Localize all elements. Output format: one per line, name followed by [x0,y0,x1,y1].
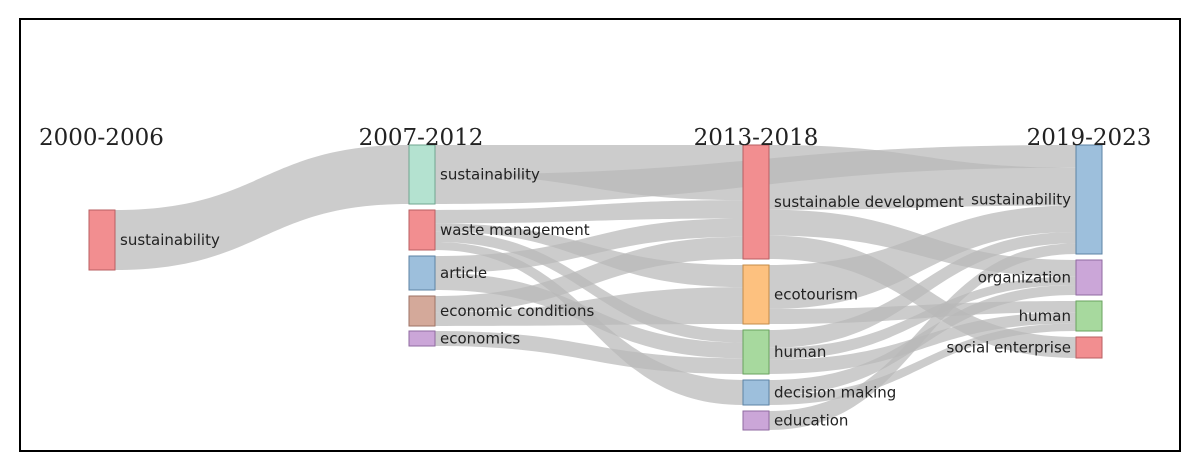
node-label-p4_human: human [1019,307,1071,325]
node-label-p3_human: human [774,343,826,361]
node-label-p2_econ: economics [440,330,520,348]
node-p2_econ[interactable] [408,330,436,347]
node-p2_econcond[interactable] [408,295,436,327]
flow-link-p3_dm-to-p4_human[interactable] [769,323,1076,406]
flow-link-p2_econ-to-p3_human[interactable] [435,331,743,374]
node-label-p2_waste: waste management [440,221,590,239]
node-p4_se[interactable] [1075,336,1103,359]
flow-link-p2_econcond-to-p3_eco[interactable] [435,287,743,326]
flow-link-p3_eco-to-p4_sust[interactable] [769,205,1076,309]
node-p1_sust[interactable] [88,209,116,271]
node-p3_edu[interactable] [742,410,770,431]
node-p3_human[interactable] [742,329,770,375]
node-label-p3_sd: sustainable development [774,193,964,211]
flow-link-p3_sd-to-p4_sust[interactable] [769,145,1076,210]
flow-link-p3_human-to-p4_org[interactable] [769,276,1076,360]
flow-link-p3_edu-to-p4_sust[interactable] [769,243,1076,430]
node-p2_waste[interactable] [408,209,436,251]
flow-link-p1_sust-to-p2_sust[interactable] [115,145,409,270]
node-label-p4_sust: sustainability [971,191,1071,209]
links-layer [115,145,1076,430]
node-p4_org[interactable] [1075,259,1103,296]
labels-layer: sustainability sustainability waste manage… [120,166,1071,430]
figure-frame: sustainability sustainability waste manage… [19,18,1181,452]
node-label-p3_eco: ecotourism [774,286,858,304]
flow-link-p2_waste-to-p3_sd[interactable] [435,200,743,224]
period-headers: 2000-2006 2007-2012 2013-2018 2019-2023 [39,125,1151,151]
period-header-2: 2013-2018 [694,125,819,151]
node-p2_article[interactable] [408,255,436,291]
node-p4_sust[interactable] [1075,144,1103,255]
node-p3_sd[interactable] [742,144,770,260]
node-label-p1_sust: sustainability [120,231,220,249]
period-header-0: 2000-2006 [39,125,164,151]
node-label-p2_article: article [440,264,487,282]
node-p3_eco[interactable] [742,264,770,325]
nodes-layer [88,144,1103,431]
node-label-p3_dm: decision making [774,384,896,402]
flow-link-p3_human-to-p4_sust[interactable] [769,232,1076,348]
node-p3_dm[interactable] [742,379,770,406]
node-label-p2_econcond: economic conditions [440,302,594,320]
sankey-diagram: sustainability sustainability waste manage… [39,125,1151,431]
node-label-p2_sust: sustainability [440,166,540,184]
period-header-1: 2007-2012 [359,125,484,151]
flow-link-p2_article-to-p3_sd[interactable] [435,218,743,273]
flow-link-p2_waste-to-p3_human[interactable] [435,231,743,343]
flow-link-p2_waste-to-p3_eco[interactable] [435,223,743,288]
node-p4_human[interactable] [1075,300,1103,332]
node-label-p4_org: organization [978,269,1071,287]
node-label-p4_se: social enterprise [947,339,1071,357]
node-p2_sust[interactable] [408,144,436,205]
node-label-p3_edu: education [774,412,848,430]
flow-link-p2_econcond-to-p3_sd[interactable] [435,236,743,313]
period-header-3: 2019-2023 [1027,125,1152,151]
